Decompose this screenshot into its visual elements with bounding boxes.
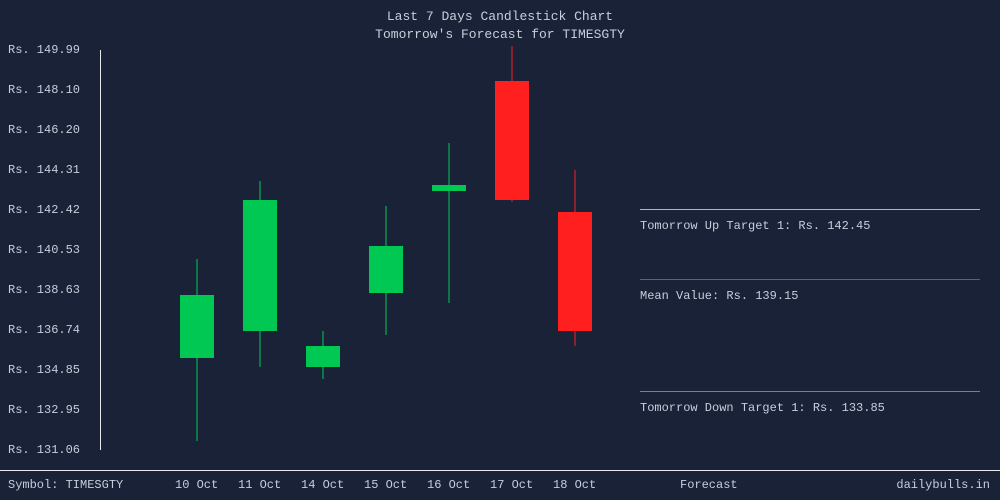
y-tick-label: Rs. 132.95 xyxy=(8,403,80,417)
candle xyxy=(558,50,592,450)
candle xyxy=(306,50,340,450)
forecast-label: Mean Value: Rs. 139.15 xyxy=(640,289,798,303)
y-tick-label: Rs. 148.10 xyxy=(8,83,80,97)
title-line-2: Tomorrow's Forecast for TIMESGTY xyxy=(0,26,1000,44)
forecast-line xyxy=(640,279,980,280)
branding-label: dailybulls.in xyxy=(896,478,990,492)
forecast-line xyxy=(640,391,980,392)
candle-body xyxy=(369,246,403,292)
candle xyxy=(369,50,403,450)
symbol-label: Symbol: TIMESGTY xyxy=(8,478,123,492)
forecast-line xyxy=(640,209,980,210)
forecast-panel: Tomorrow Up Target 1: Rs. 142.45 Mean Val… xyxy=(640,50,990,450)
candle xyxy=(180,50,214,450)
candle-body xyxy=(306,346,340,367)
y-axis: Rs. 149.99Rs. 148.10Rs. 146.20Rs. 144.31… xyxy=(0,50,95,450)
x-tick-label: 14 Oct xyxy=(301,478,344,492)
forecast-label: Tomorrow Down Target 1: Rs. 133.85 xyxy=(640,401,885,415)
y-tick-label: Rs. 144.31 xyxy=(8,163,80,177)
forecast-label: Tomorrow Up Target 1: Rs. 142.45 xyxy=(640,219,870,233)
y-tick-label: Rs. 142.42 xyxy=(8,203,80,217)
candle xyxy=(243,50,277,450)
footer-bar: Symbol: TIMESGTY dailybulls.in 10 Oct 11 … xyxy=(0,470,1000,500)
candle-body xyxy=(558,212,592,330)
y-tick-label: Rs. 138.63 xyxy=(8,283,80,297)
candle-body xyxy=(243,200,277,331)
x-tick-label-forecast: Forecast xyxy=(680,478,738,492)
x-tick-label: 18 Oct xyxy=(553,478,596,492)
y-tick-label: Rs. 131.06 xyxy=(8,443,80,457)
y-tick-label: Rs. 134.85 xyxy=(8,363,80,377)
candle-body xyxy=(180,295,214,358)
y-tick-label: Rs. 146.20 xyxy=(8,123,80,137)
candle-wick xyxy=(449,143,450,304)
title-line-1: Last 7 Days Candlestick Chart xyxy=(0,8,1000,26)
x-tick-label: 15 Oct xyxy=(364,478,407,492)
x-tick-label: 11 Oct xyxy=(238,478,281,492)
y-tick-label: Rs. 136.74 xyxy=(8,323,80,337)
y-tick-label: Rs. 140.53 xyxy=(8,243,80,257)
chart-title: Last 7 Days Candlestick Chart Tomorrow's… xyxy=(0,0,1000,44)
candle xyxy=(495,50,529,450)
candlestick-plot xyxy=(100,50,610,450)
x-tick-label: 10 Oct xyxy=(175,478,218,492)
x-tick-label: 16 Oct xyxy=(427,478,470,492)
candle xyxy=(432,50,466,450)
y-tick-label: Rs. 149.99 xyxy=(8,43,80,57)
candle-body xyxy=(495,81,529,199)
candle-body xyxy=(432,185,466,191)
x-tick-label: 17 Oct xyxy=(490,478,533,492)
